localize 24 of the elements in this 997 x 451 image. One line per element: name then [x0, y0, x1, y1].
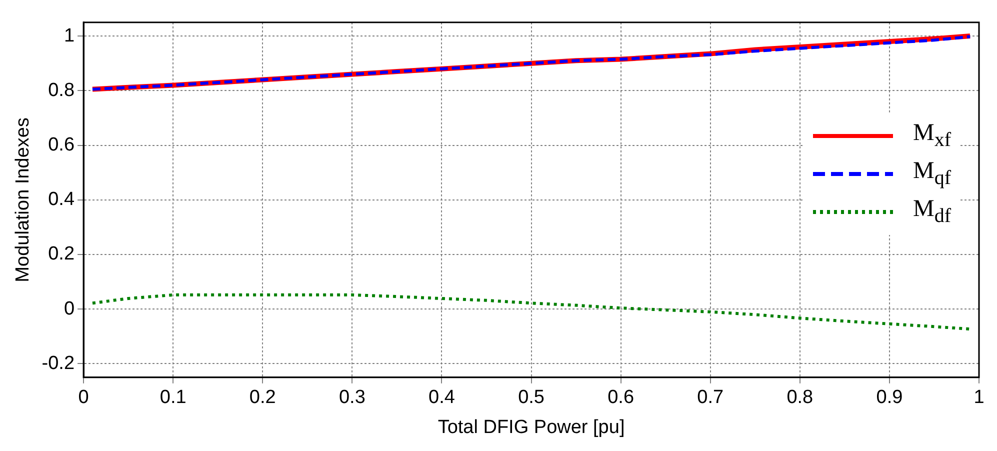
y-tick-label: 0.6: [48, 134, 75, 156]
x-tick-label: 0.1: [160, 387, 186, 408]
x-tick-label: 0.7: [697, 387, 724, 408]
y-tick-label: -0.2: [42, 352, 75, 374]
y-tick-label: 0.8: [48, 80, 75, 101]
y-tick-label: 0.4: [48, 189, 75, 210]
line-series: [90, 293, 972, 331]
x-tick-label: 0.5: [518, 387, 544, 408]
y-axis-title: Modulation Indexes: [12, 118, 34, 282]
x-axis-title: Total DFIG Power [pu]: [438, 416, 625, 438]
x-tick-label: 0.8: [786, 387, 814, 408]
x-tick-label: 0.4: [428, 387, 456, 408]
y-tick-label: 1: [64, 25, 75, 46]
legend-label: M$_{df}$: [912, 196, 951, 228]
x-tick-label: 0.3: [338, 387, 366, 408]
x-tick-label: 0: [78, 387, 89, 408]
x-tick-label: 1: [974, 387, 984, 408]
x-tick-label: 0.6: [608, 387, 634, 408]
legend-label: M$_{qf}$: [912, 158, 951, 190]
y-tick-label: 0.2: [48, 244, 75, 265]
x-tick-label: 0.9: [876, 387, 903, 408]
y-tick-label: 0: [64, 298, 75, 320]
legend-label: M$_{xf}$: [912, 120, 951, 152]
x-tick-label: 0.2: [249, 387, 276, 408]
